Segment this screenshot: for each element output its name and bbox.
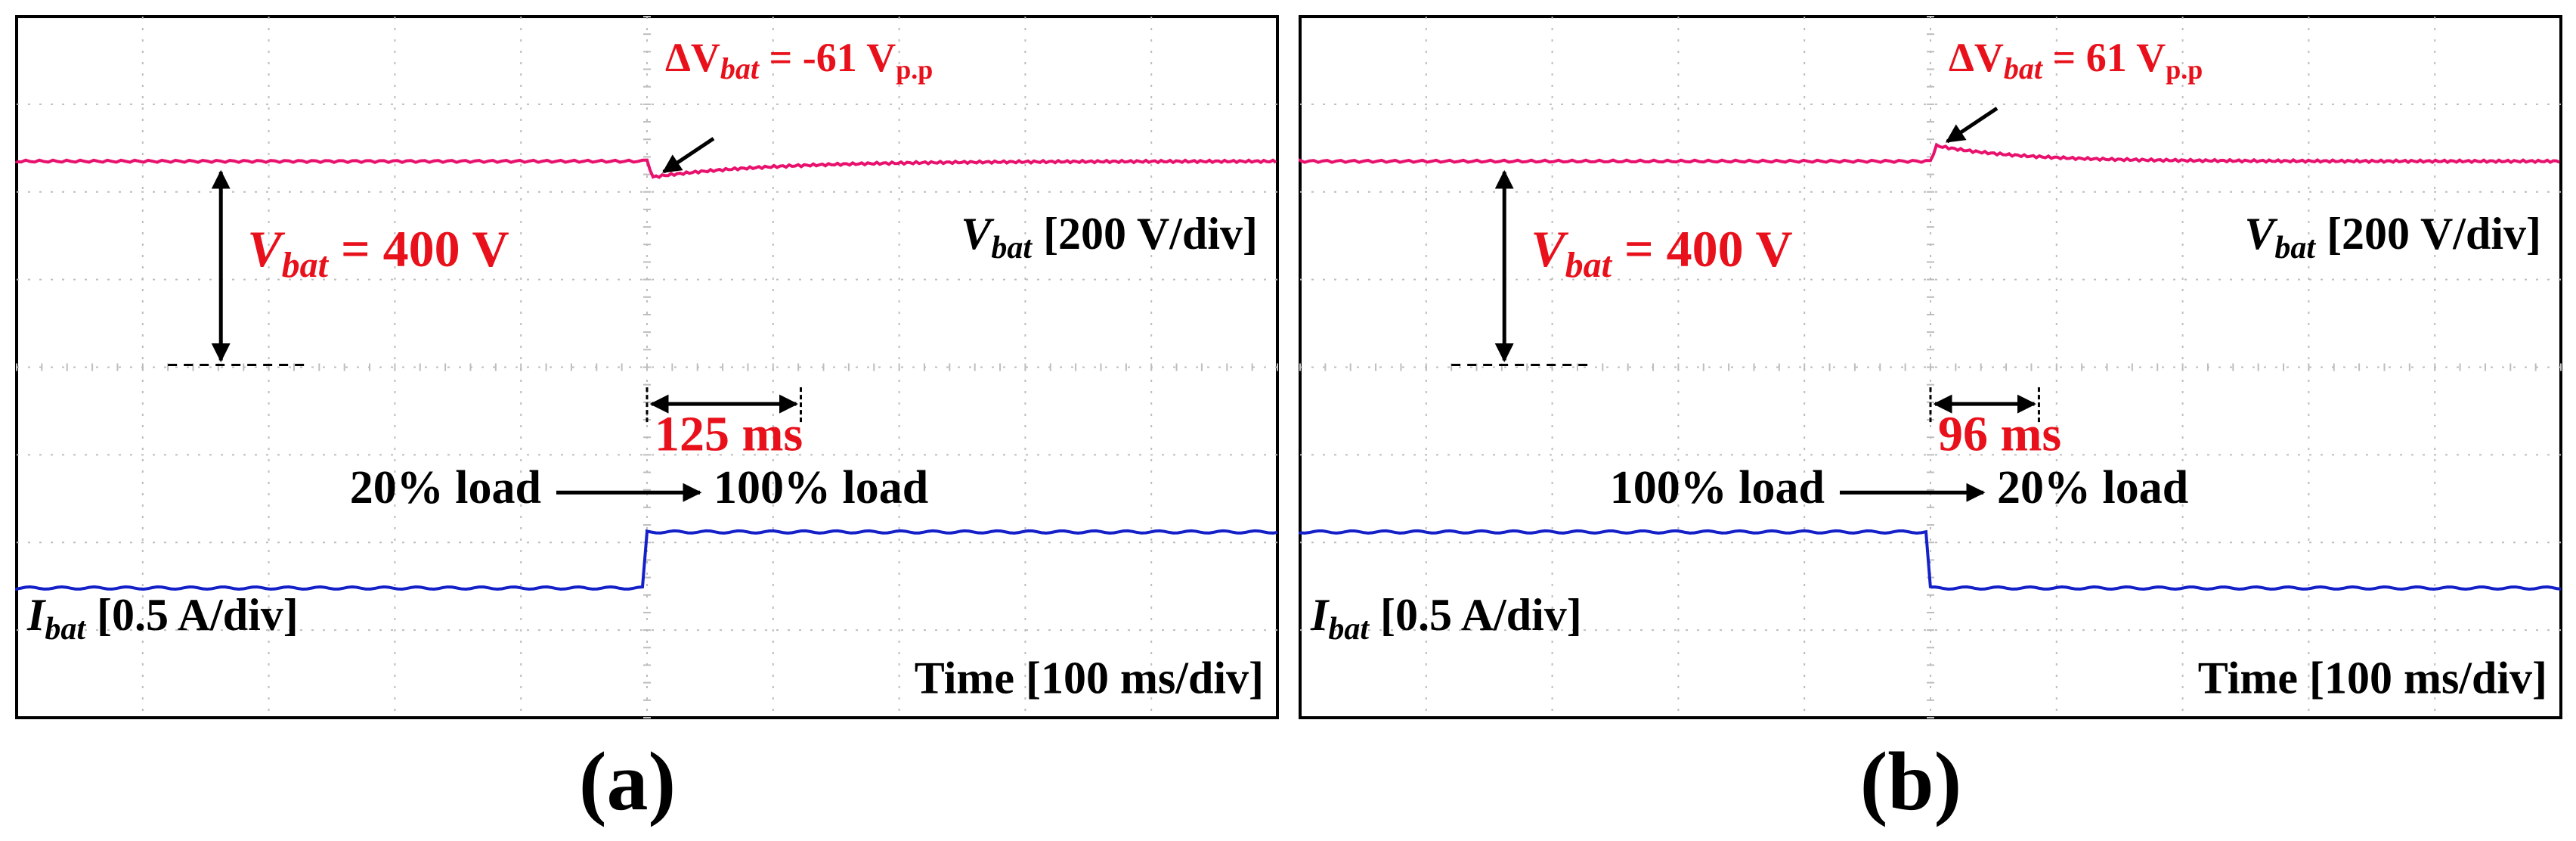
delta-voltage-label: ΔVbat = 61 Vp.p — [1949, 35, 2203, 85]
load-before-label: 100% load — [1610, 462, 1825, 514]
delta-pointer-arrow — [1945, 107, 1999, 144]
settling-time-label: 96 ms — [1938, 407, 2061, 462]
time-scale-label: Time [100 ms/div] — [915, 653, 1264, 703]
load-before-label: 20% load — [350, 462, 541, 514]
settling-time-label: 125 ms — [655, 407, 803, 462]
delta-voltage-label: ΔVbat = -61 Vp.p — [665, 35, 933, 85]
current-scale-label: Ibat [0.5 A/div] — [1310, 590, 1582, 647]
voltage-level-label: Vbat = 400 V — [247, 220, 509, 285]
voltage-level-label: Vbat = 400 V — [1531, 220, 1792, 285]
current-trace — [1299, 529, 2562, 591]
panel-label: (b) — [1860, 735, 1961, 827]
load-after-label: 20% load — [1997, 462, 2188, 514]
panel-label: (a) — [579, 735, 676, 827]
time-scale-label: Time [100 ms/div] — [2198, 653, 2547, 703]
delta-pointer-arrow — [661, 137, 715, 174]
load-after-label: 100% load — [714, 462, 928, 514]
voltage-scale-label: Vbat [200 V/div] — [961, 209, 1258, 265]
voltage-trace — [1299, 142, 2560, 165]
current-scale-label: Ibat [0.5 A/div] — [26, 590, 299, 647]
voltage-scale-label: Vbat [200 V/div] — [2244, 209, 2541, 265]
current-trace — [15, 529, 1278, 591]
scope-panel-b: ΔVbat = 61 Vp.p Vbat = 400 V Vbat [200 V… — [1299, 15, 2562, 827]
scope-panel-a: ΔVbat = -61 Vp.p Vbat = 400 V Vbat [200 … — [15, 15, 1279, 827]
voltage-trace — [15, 158, 1277, 179]
